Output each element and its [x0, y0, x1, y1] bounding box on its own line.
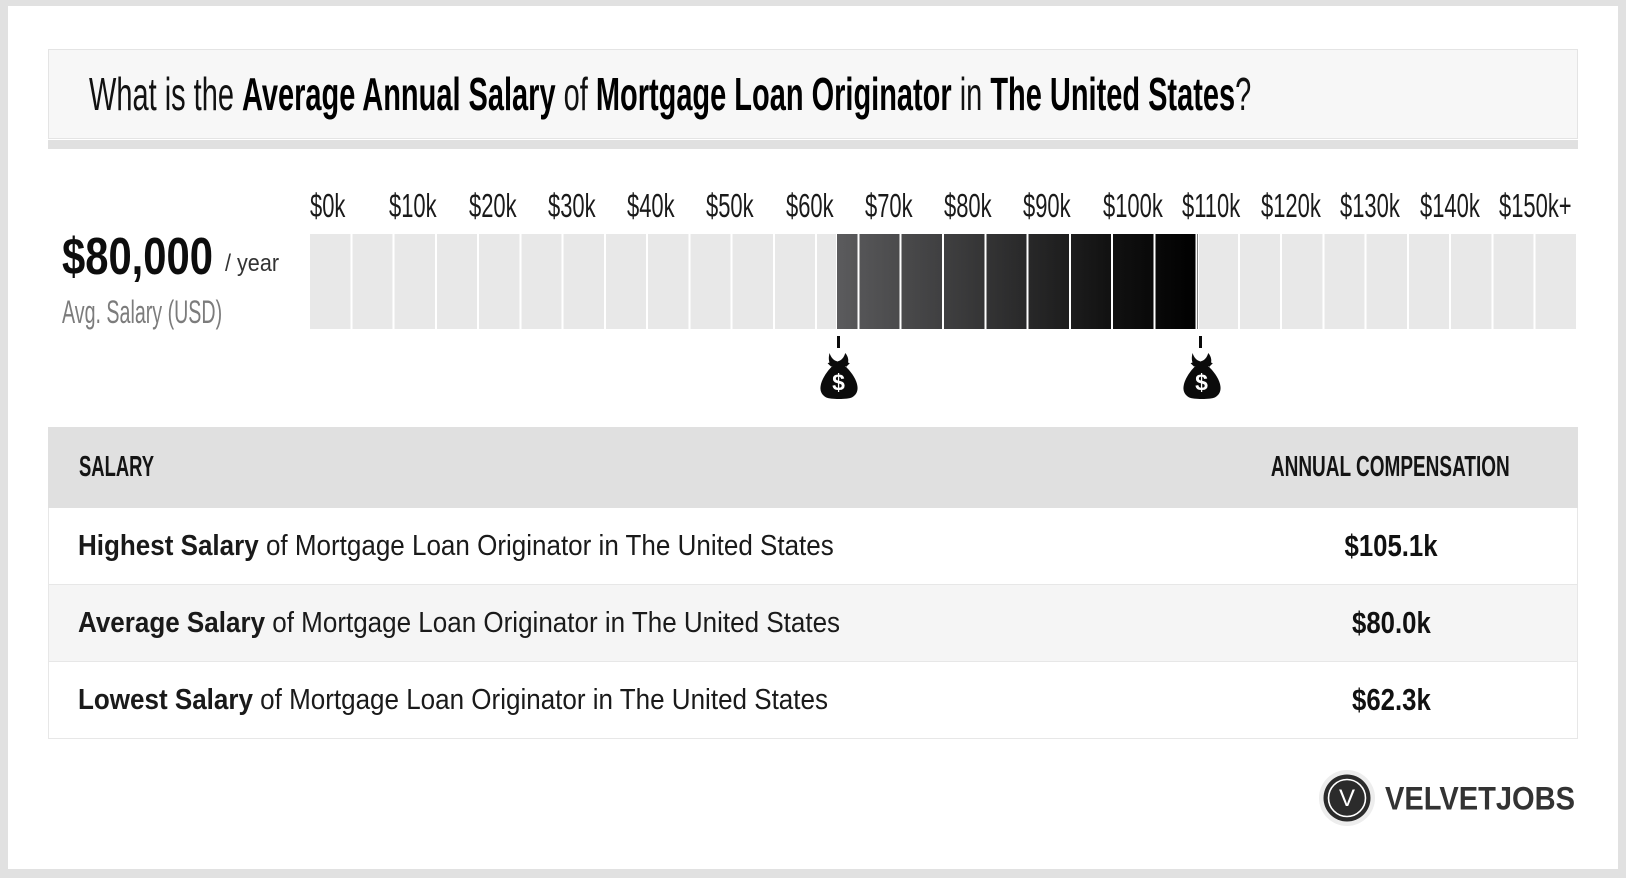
- svg-text:V: V: [1339, 785, 1355, 812]
- svg-text:$: $: [832, 370, 845, 396]
- svg-text:$: $: [1195, 370, 1208, 396]
